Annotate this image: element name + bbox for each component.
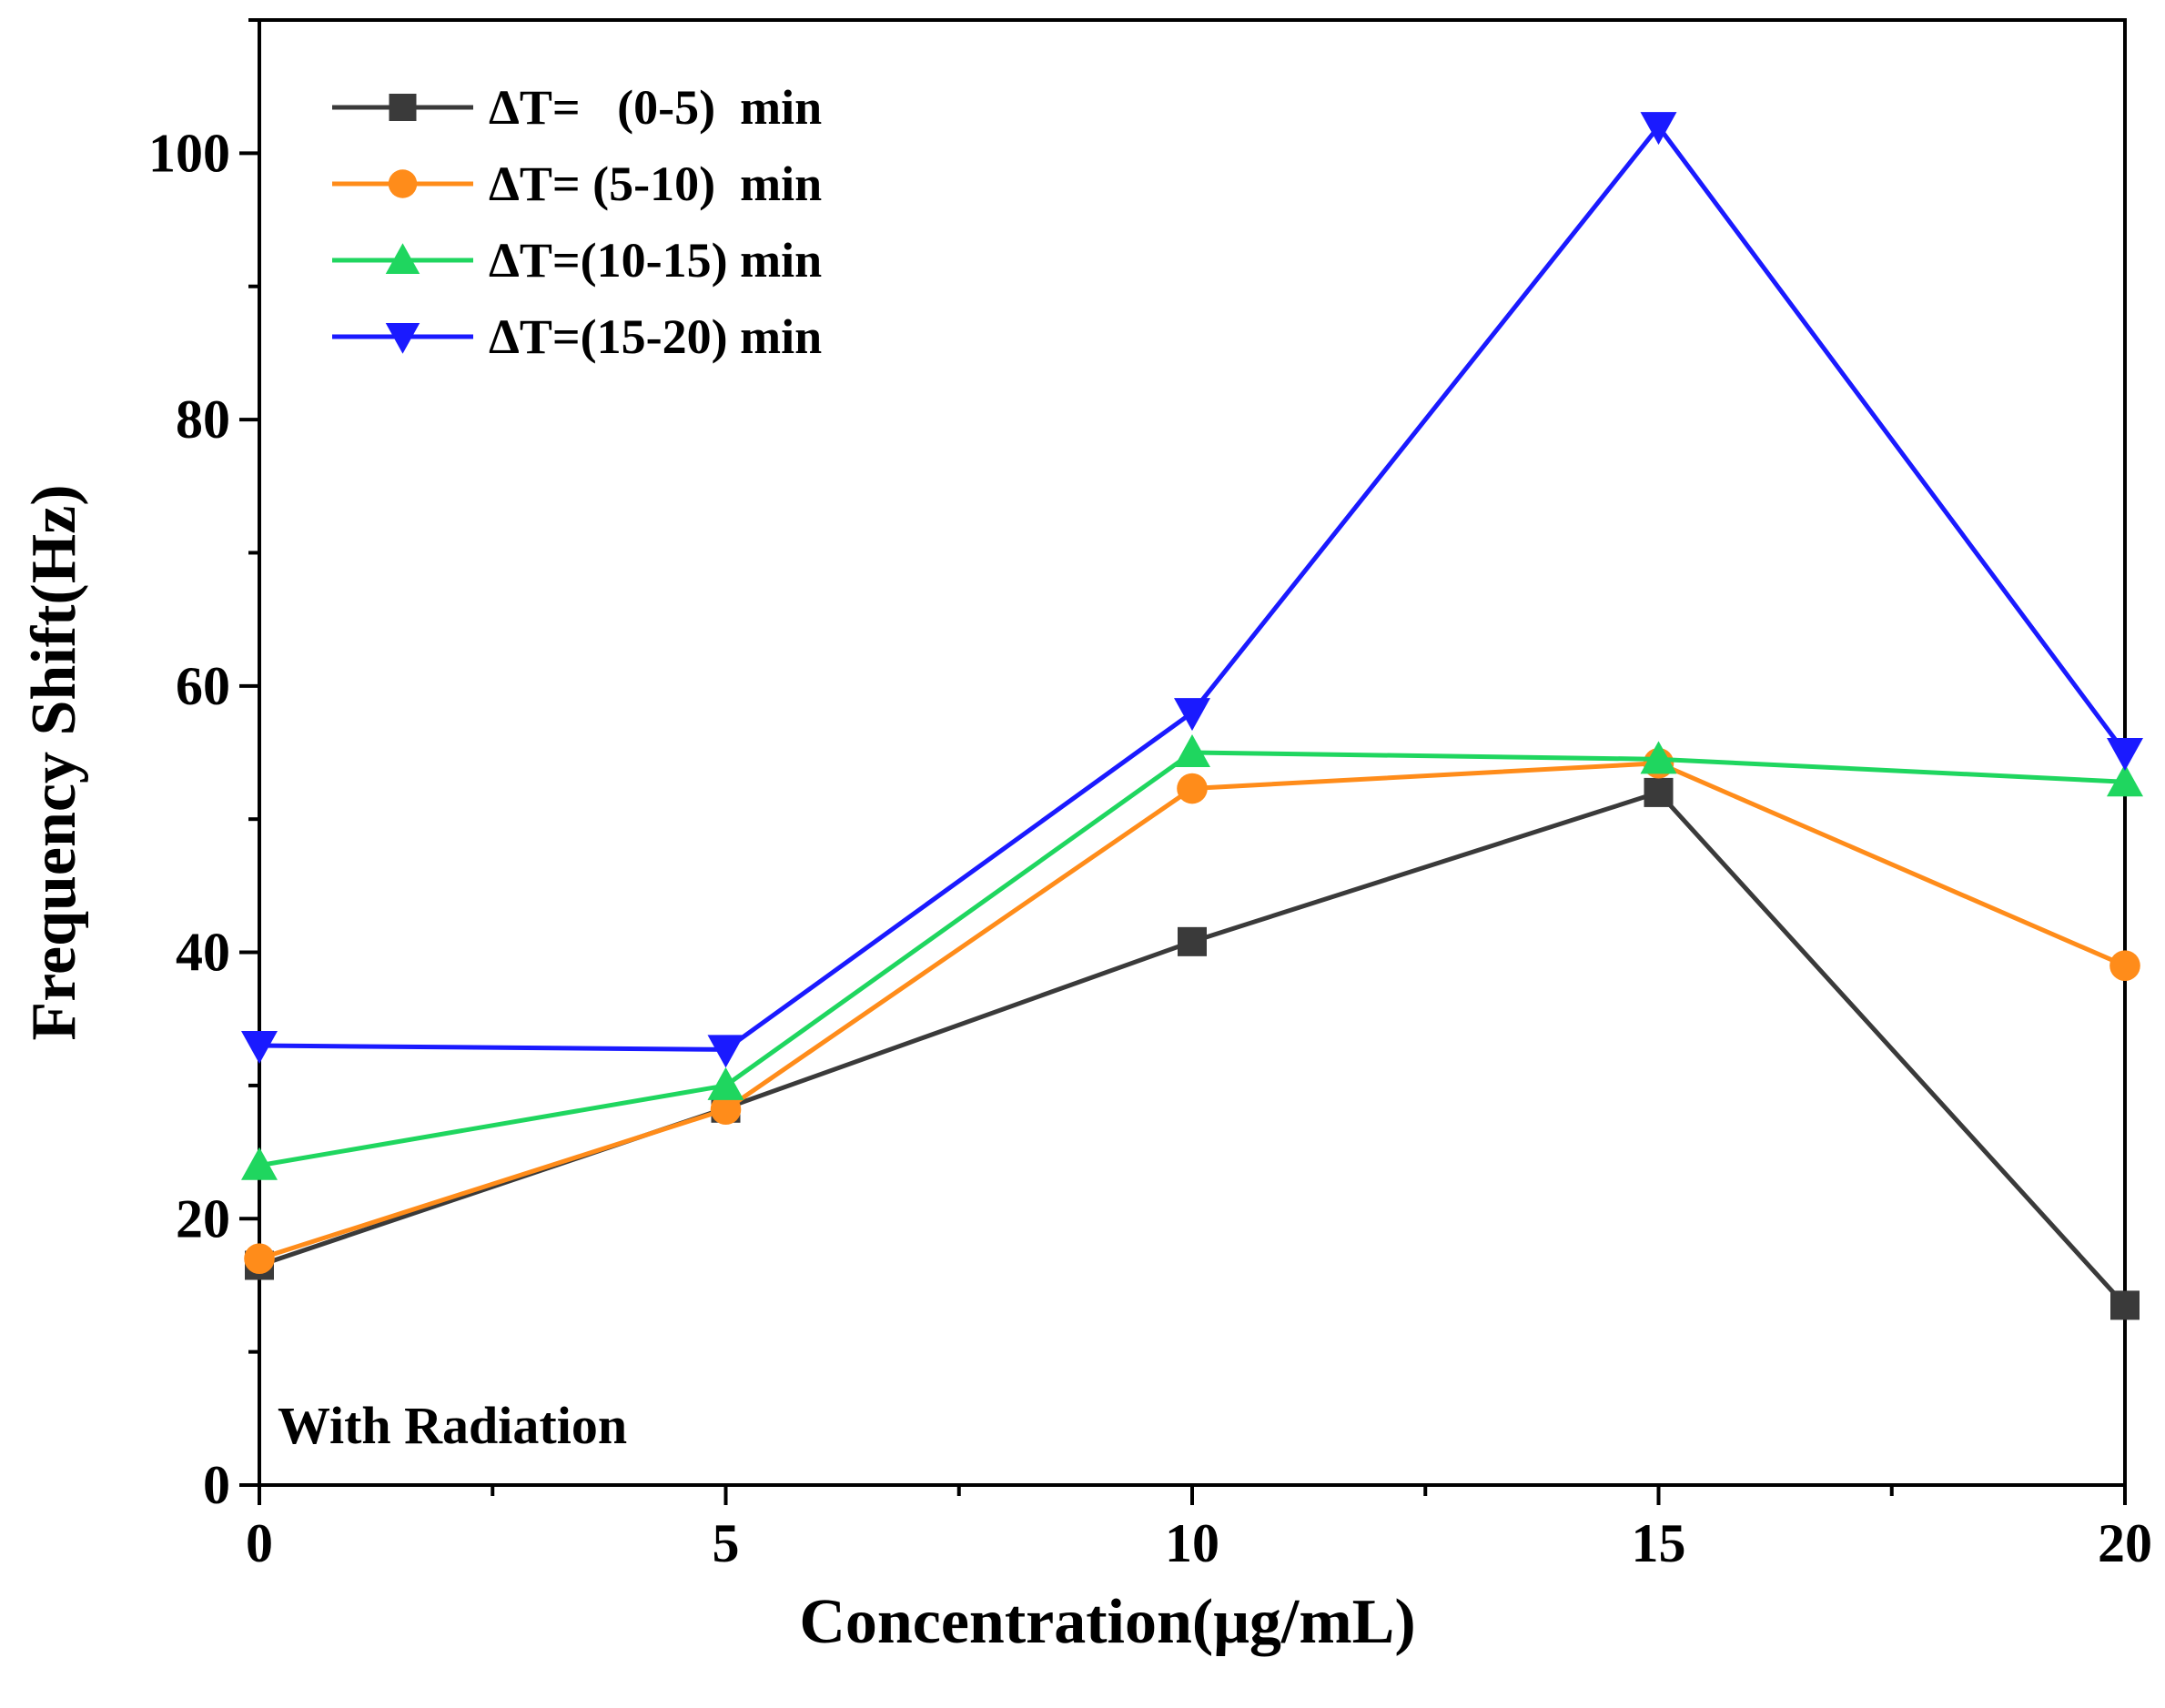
legend-item-3: ΔT=(10-15) min (332, 233, 822, 288)
legend-item-1: ΔT= (0-5) min (332, 80, 822, 135)
x-tick-label: 15 (1632, 1513, 1686, 1573)
series-3-point (707, 1066, 744, 1100)
legend-marker (389, 94, 417, 121)
legend-item-4: ΔT=(15-20) min (332, 309, 822, 364)
series-2-line (258, 761, 2126, 1261)
x-tick-label: 10 (1165, 1513, 1219, 1573)
series-2-point (710, 1094, 742, 1126)
y-tick-label: 20 (176, 1188, 230, 1248)
series-2-point (244, 1243, 275, 1274)
y-tick-label: 40 (176, 923, 230, 983)
x-axis-ticks: 0 5 10 15 20 (246, 1485, 2152, 1573)
series-4-point (241, 1031, 278, 1064)
series-3-point (1640, 741, 1677, 774)
legend-item-2: ΔT= (5-10) min (332, 157, 822, 211)
legend-marker (388, 169, 418, 198)
legend-label: ΔT= (0-5) min (489, 80, 822, 135)
series-1-point (1178, 926, 1207, 956)
legend: ΔT= (0-5) min ΔT= (5-10) min ΔT=(10-15) mi… (332, 80, 822, 364)
series-4-point (707, 1035, 744, 1068)
legend-label: ΔT=(15-20) min (489, 309, 822, 364)
series-2-point (2109, 950, 2140, 981)
legend-marker (385, 323, 420, 354)
legend-label: ΔT=(10-15) min (489, 233, 822, 288)
series-2-point (1177, 773, 1208, 804)
y-axis-title: Frequency Shift(Hz) (19, 484, 89, 1040)
y-axis-ticks: 0 20 40 60 80 100 (148, 18, 259, 1515)
x-tick-label: 5 (713, 1513, 740, 1573)
y-tick-label: 60 (176, 656, 230, 716)
series-4-point (1174, 698, 1210, 732)
series-4-point (2107, 738, 2143, 771)
x-tick-label: 20 (2098, 1513, 2152, 1573)
x-axis-title: Concentration(μg/mL) (799, 1587, 1415, 1657)
legend-marker (385, 243, 420, 274)
series-4-point (1640, 112, 1677, 146)
series-1-point (1644, 777, 1674, 807)
series-1-point (2110, 1290, 2140, 1320)
series-4 (241, 112, 2143, 1068)
x-tick-label: 0 (246, 1513, 273, 1573)
legend-label: ΔT= (5-10) min (489, 157, 822, 211)
series-3-point (1174, 734, 1210, 767)
y-tick-label: 100 (148, 123, 230, 183)
y-tick-label: 0 (203, 1455, 230, 1515)
series-3-point (2107, 763, 2143, 797)
series-3 (241, 734, 2143, 1180)
with-radiation-annotation: With Radiation (278, 1396, 627, 1455)
series-3-line (258, 750, 2126, 1168)
y-tick-label: 80 (176, 389, 230, 450)
series-3-point (241, 1147, 278, 1180)
series-layer (241, 112, 2143, 1320)
